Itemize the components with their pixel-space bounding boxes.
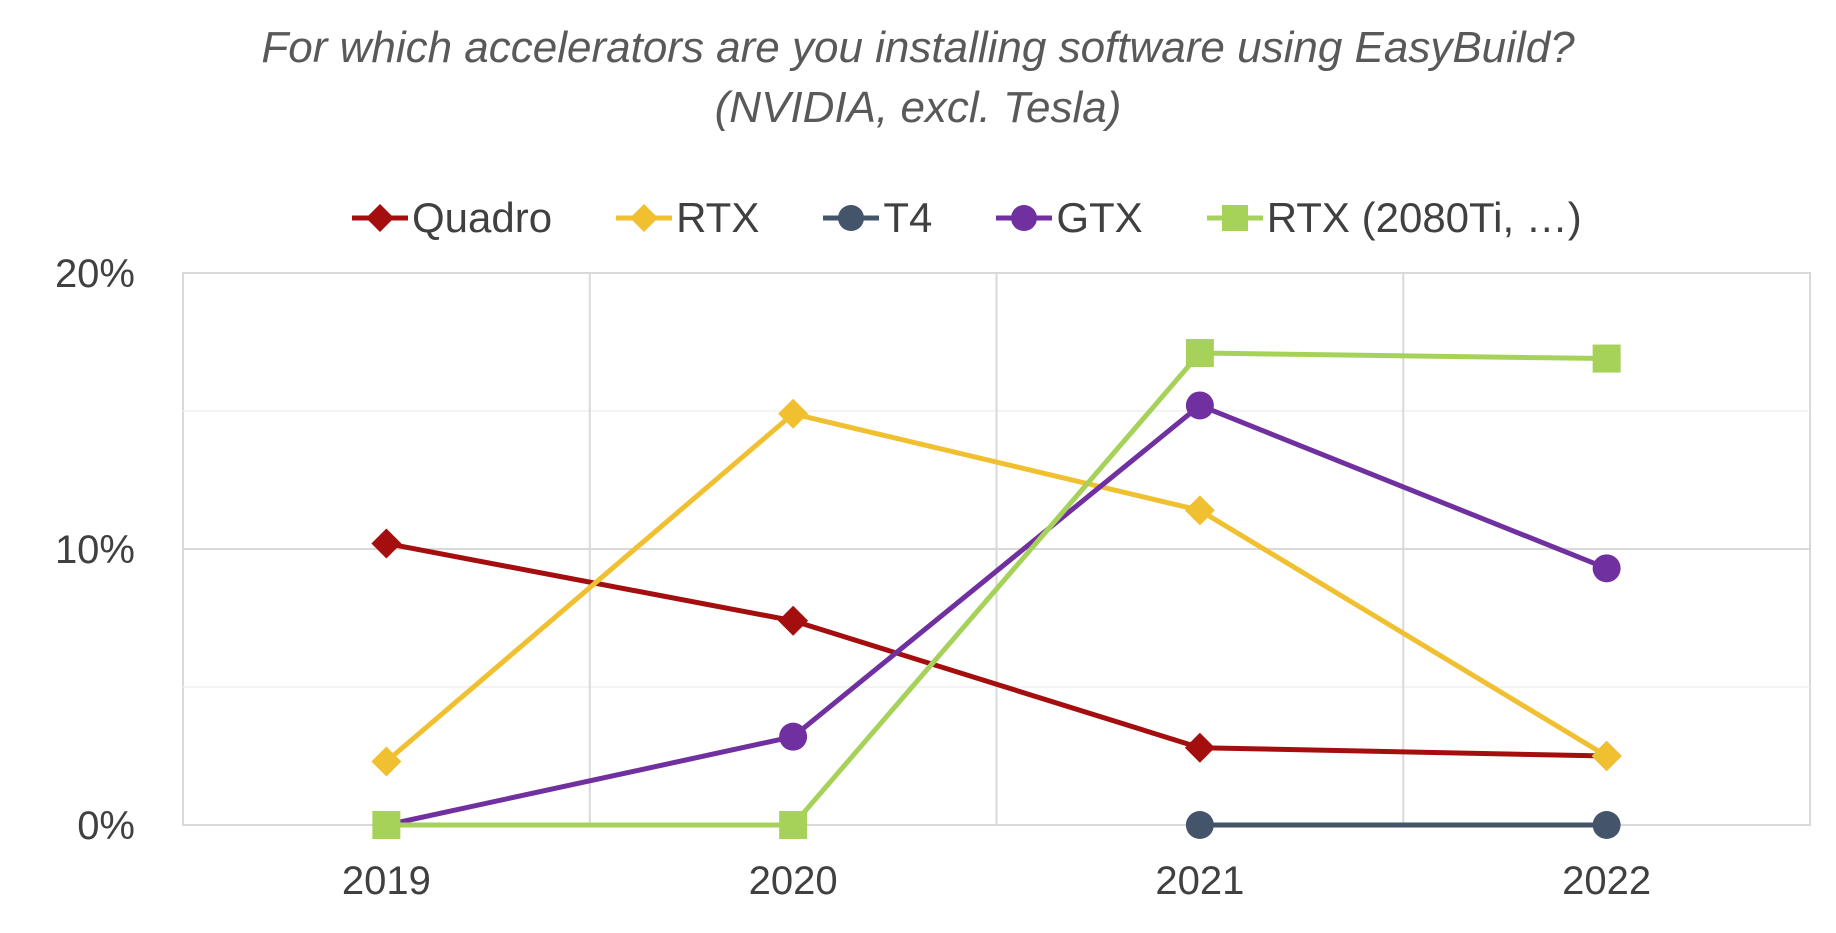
legend-label: RTX (2080Ti, …) xyxy=(1266,194,1582,241)
legend-item: GTX xyxy=(994,194,1143,242)
data-point xyxy=(778,398,809,429)
data-point xyxy=(1592,811,1621,839)
chart-title-line1: For which accelerators are you installin… xyxy=(261,23,1575,72)
data-point xyxy=(1185,391,1214,420)
data-point xyxy=(1185,339,1214,368)
legend: Quadro RTX T4 GTX RTX (2080Ti, …) xyxy=(350,188,1644,248)
legend-label: Quadro xyxy=(412,194,553,241)
legend-swatch xyxy=(823,205,880,231)
chart-subtitle: (NVIDIA, excl. Tesla) xyxy=(714,83,1122,132)
data-point xyxy=(779,722,808,751)
series-rtx-2080ti xyxy=(372,339,1621,839)
series-t4 xyxy=(1185,811,1621,839)
data-point xyxy=(1185,811,1214,839)
legend-label: RTX xyxy=(676,194,760,241)
legend-marker xyxy=(1221,205,1248,231)
x-tick-label: 2019 xyxy=(342,859,431,903)
y-tick-label: 20% xyxy=(55,252,135,296)
legend-marker xyxy=(1011,205,1038,231)
legend-item: Quadro xyxy=(350,194,552,242)
y-tick-label: 0% xyxy=(77,804,135,848)
legend-label: T4 xyxy=(883,194,933,241)
legend-item: RTX (2080Ti, …) xyxy=(1205,194,1582,242)
series-line xyxy=(386,350,1607,828)
series-line xyxy=(385,402,1608,828)
legend-item: RTX xyxy=(614,194,759,242)
series-rtx xyxy=(371,398,1622,777)
data-point xyxy=(1592,554,1621,583)
series-line xyxy=(385,541,1607,759)
data-point xyxy=(1591,741,1622,771)
legend-swatch xyxy=(996,205,1053,231)
legend-item: T4 xyxy=(821,194,932,242)
data-point xyxy=(1184,495,1215,526)
data-point xyxy=(779,811,808,839)
legend-swatch xyxy=(352,204,408,232)
data-point xyxy=(1184,732,1215,763)
data-point xyxy=(371,528,402,559)
x-tick-label: 2022 xyxy=(1562,859,1651,903)
series-line xyxy=(384,411,1608,764)
y-tick-label: 10% xyxy=(55,528,135,572)
data-point xyxy=(371,746,402,777)
legend-label: GTX xyxy=(1056,194,1143,241)
legend-swatch xyxy=(616,204,673,232)
legend-marker xyxy=(838,205,865,231)
data-point xyxy=(1592,344,1621,373)
legend-marker xyxy=(366,204,394,232)
data-point xyxy=(372,811,401,839)
chart-title: For which accelerators are you installin… xyxy=(0,18,1836,138)
x-tick-label: 2021 xyxy=(1155,859,1244,903)
legend-swatch xyxy=(1206,205,1263,231)
data-point xyxy=(778,605,809,636)
x-tick-label: 2020 xyxy=(749,859,838,903)
legend-marker xyxy=(630,204,659,232)
